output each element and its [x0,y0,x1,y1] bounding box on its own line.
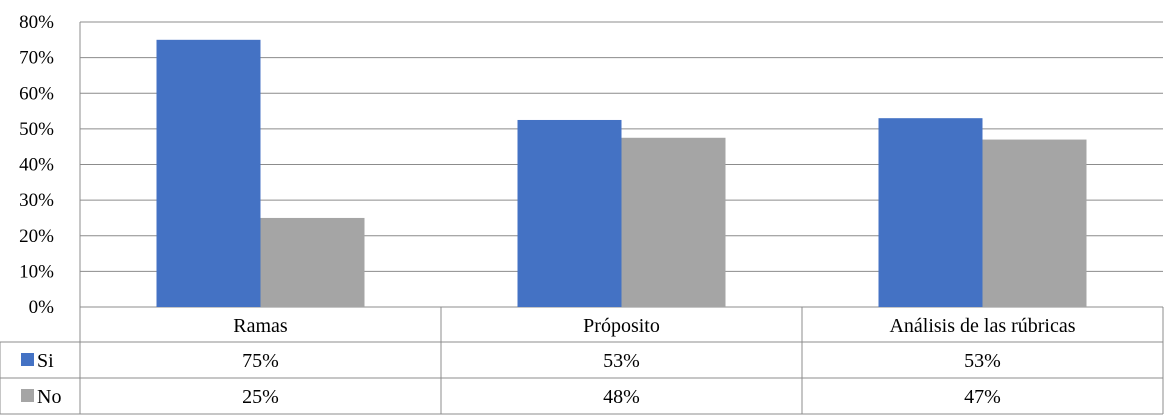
bar-si-1 [517,119,622,307]
y-tick-label: 60% [19,83,54,104]
y-tick-label: 30% [19,190,54,211]
data-table: Ramas Próposito Análisis de las rúbricas Si… [0,307,1164,415]
y-tick-label: 40% [19,155,54,176]
category-label: Análisis de las rúbricas [889,315,1075,337]
table-cell-value: 53% [964,350,1001,372]
y-axis: 0% 10% 20% 30% 40% 50% 60% 70% 80% [19,12,81,318]
y-tick-label: 20% [19,226,54,247]
legend-key-si [21,353,34,366]
table-cell-value: 75% [242,350,279,372]
legend-key-no [21,389,34,402]
bar-si-0 [156,39,261,307]
bars [156,39,1087,307]
y-tick-label: 80% [19,12,54,33]
legend-label: Si [37,350,54,372]
y-tick-label: 70% [19,48,54,69]
table-cell-value: 25% [242,386,279,408]
category-label: Ramas [233,315,288,337]
table-cell-value: 47% [964,386,1001,408]
table-cell-value: 53% [603,350,640,372]
y-tick-label: 10% [19,261,54,282]
bar-si-2 [878,118,983,307]
table-cell-value: 48% [603,386,640,408]
y-tick-label: 50% [19,119,54,140]
category-label: Próposito [583,315,660,337]
bar-no-1 [621,137,726,307]
bar-no-0 [260,217,365,307]
y-tick-label: 0% [29,297,55,318]
bar-no-2 [982,139,1087,307]
legend-label: No [37,386,61,408]
